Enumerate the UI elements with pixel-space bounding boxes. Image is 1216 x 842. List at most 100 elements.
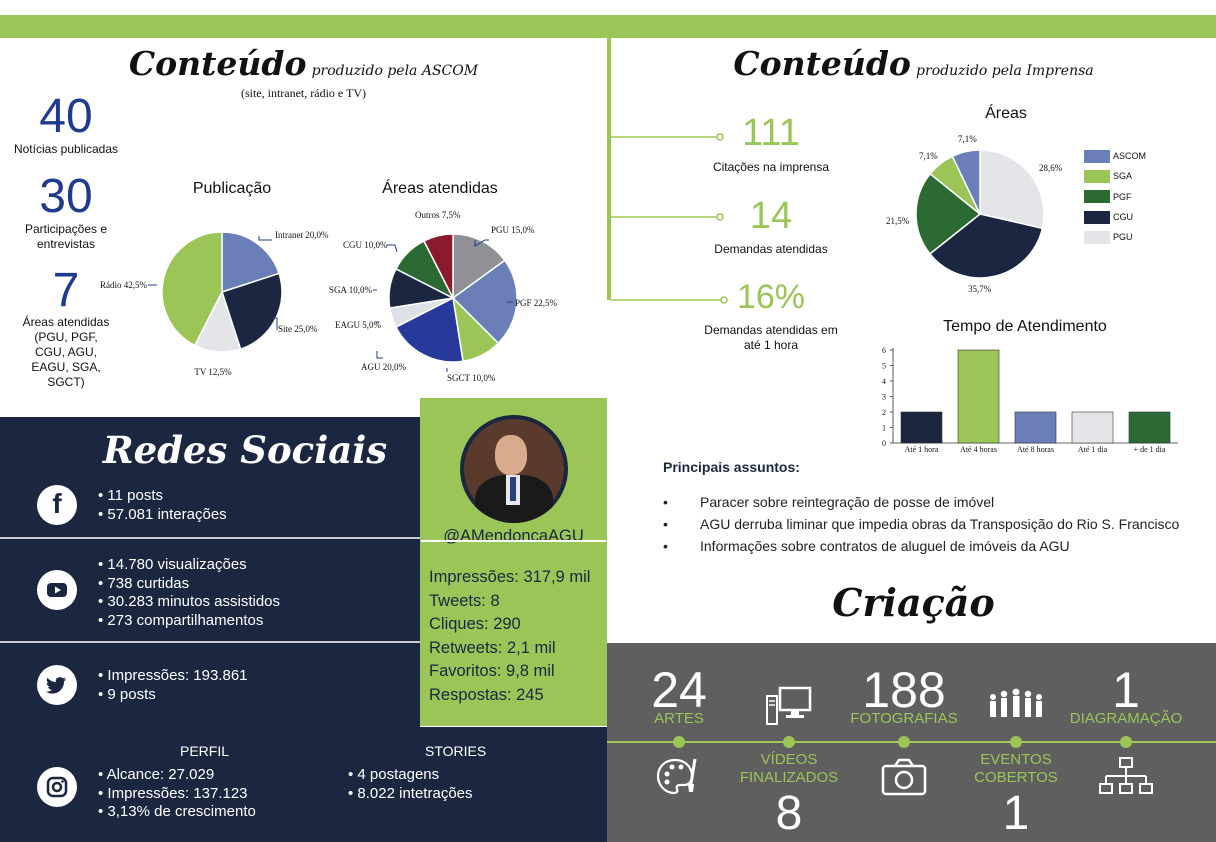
imprensa-1hora: 16% Demandas atendidas em até 1 hora (695, 280, 847, 353)
youtube-stats: • 14.780 visualizações • 738 curtidas • … (98, 556, 280, 630)
bar (1014, 411, 1057, 444)
tw-line: • Impressões: 193.861 (98, 667, 248, 684)
assunto-item: Paracer sobre reintegração de posse de i… (700, 494, 995, 510)
legend-swatch (1084, 149, 1110, 163)
twitter-handle[interactable]: @AMendoncaAGU (443, 527, 584, 545)
pie-label: 21,5% (886, 216, 910, 226)
computer-icon (766, 686, 812, 725)
pie-slice (451, 259, 518, 345)
artes-value: 24 (651, 662, 707, 718)
vertical-divider (607, 38, 611, 300)
eventos-value: 1 (1002, 787, 1030, 840)
tw-stat: Respostas: 245 (429, 685, 544, 704)
perfil-stats: • Alcance: 27.029 • Impressões: 137.123 … (98, 766, 256, 822)
pie-label: 7,1% (958, 134, 977, 144)
legend-item: ASCOM (1084, 146, 1146, 166)
tw-stat: Favoritos: 9,8 mil (429, 662, 555, 680)
pie-label: 28,6% (1039, 163, 1063, 173)
pie-slice (422, 233, 454, 299)
legend-item: PGF (1084, 187, 1146, 207)
chart-title-areas-atendidas: Áreas atendidas (382, 180, 498, 197)
camera-icon (881, 758, 927, 796)
videos-value: 8 (775, 787, 803, 840)
chart-areas: 28,6% 35,7% 21,5% 7,1% 7,1% (886, 134, 1063, 294)
diagramacao-label: DIAGRAMAÇÃO (1069, 710, 1183, 727)
fotografias-label: FOTOGRAFIAS (850, 710, 958, 727)
stat-noticias: 40 Notícias publicadas (10, 93, 122, 157)
pie-label: Rádio 42,5% (100, 280, 147, 290)
assuntos-title: Principais assuntos: (663, 459, 800, 475)
chart-areas-atendidas: PGU 15,0% PGF 22,5% SGCT 10,0% AGU 20,0% EAG… (329, 210, 558, 383)
pie-label: Intranet 20,0% (275, 230, 329, 240)
legend-label: PGF (1113, 191, 1132, 202)
facebook-stats: • 11 posts • 57.081 interações (98, 487, 227, 524)
fb-line: • 11 posts (98, 487, 164, 504)
stat-value: 7 (52, 264, 80, 317)
redes-title: Redes Sociais (102, 428, 388, 472)
pie-label: AGU 20,0% (361, 362, 406, 372)
y-tick-label: 4 (882, 377, 886, 386)
facebook-icon: f (52, 488, 62, 519)
twitter-button[interactable] (37, 665, 77, 705)
pie-slice (915, 172, 982, 255)
instagram-panel (0, 727, 607, 842)
stories-line: • 8.022 intetrações (348, 784, 473, 802)
perfil-line: • Alcance: 27.029 (98, 766, 215, 783)
divider (0, 641, 420, 643)
x-tick-label: Até 1 hora (905, 445, 939, 454)
legend-item: CGU (1084, 207, 1146, 227)
youtube-button[interactable] (37, 570, 77, 610)
stat-value: 16% (736, 278, 806, 316)
fb-line: • 57.081 interações (98, 505, 227, 523)
leader-line (258, 236, 272, 241)
stories-title: STORIES (425, 743, 487, 759)
bar (1071, 411, 1114, 444)
facebook-button[interactable]: f (37, 485, 77, 525)
stat-label: Citações na imprensa (712, 160, 830, 174)
areas-legend: ASCOM SGA PGF CGU PGU (1084, 146, 1146, 247)
perfil-line: • Impressões: 137.123 (98, 784, 248, 802)
bar (1128, 411, 1171, 444)
perfil-title: PERFIL (180, 743, 230, 759)
timeline-dots (673, 736, 1132, 748)
twitter-profile-panel: @AMendoncaAGU Impressões: 317,9 mil Twee… (420, 398, 607, 726)
x-tick-label: + de 1 dia (1134, 445, 1166, 454)
timeline-line (607, 741, 1216, 743)
y-tick-label: 2 (882, 408, 886, 417)
assunto-item: Informações sobre contratos de aluguel d… (700, 538, 1070, 554)
bullet: • (663, 516, 668, 532)
yt-line: • 30.283 minutos assistidos (98, 593, 281, 610)
instagram-button[interactable] (37, 767, 77, 807)
x-tick-label: Até 1 dia (1078, 445, 1108, 454)
pie-slice (221, 272, 283, 351)
imprensa-connectors (611, 133, 728, 304)
x-tick-label: Até 4 horas (960, 445, 997, 454)
twitter-icon (46, 677, 66, 694)
y-tick-label: 6 (882, 346, 886, 355)
top-bar (0, 15, 1216, 38)
bar (957, 349, 1000, 444)
eventos-label: EVENTOS COBERTOS (974, 751, 1058, 786)
tw-stat: Tweets: 8 (429, 591, 500, 610)
twitter-stats: • Impressões: 193.861 • 9 posts (98, 667, 248, 704)
tw-stat: Impressões: 317,9 mil (429, 568, 591, 586)
pie-slice (161, 231, 223, 347)
pie-slice (221, 231, 281, 294)
artes-label: ARTES (654, 710, 704, 727)
divider (0, 537, 420, 539)
pie-label: Outros 7,5% (415, 210, 461, 220)
y-tick-label: 5 (882, 362, 886, 371)
stat-areas: 7 Áreas atendidas (PGU, PGF, CGU, AGU, E… (10, 267, 122, 390)
right-subtitle: produzido pela Imprensa (916, 63, 1094, 79)
chart-publicacao: Intranet 20,0% Site 25,0% TV 12,5% Rádio 42… (100, 230, 329, 377)
chart-title-publicacao: Publicação (192, 180, 272, 197)
x-tick-label: Até 8 horas (1017, 445, 1054, 454)
avatar[interactable] (460, 415, 568, 523)
stat-label: Demandas atendidas (714, 242, 828, 256)
chart-tempo: 0 1 2 3 4 5 6 Até 1 hora Até 4 horas Até 8 horas A… (882, 346, 1178, 454)
pie-label: SGA 10,0% (329, 285, 373, 295)
stat-value: 30 (39, 170, 93, 223)
fotografias-value: 188 (862, 662, 946, 718)
youtube-icon (47, 583, 67, 597)
stat-participacoes: 30 Participações e entrevistas (10, 173, 122, 252)
